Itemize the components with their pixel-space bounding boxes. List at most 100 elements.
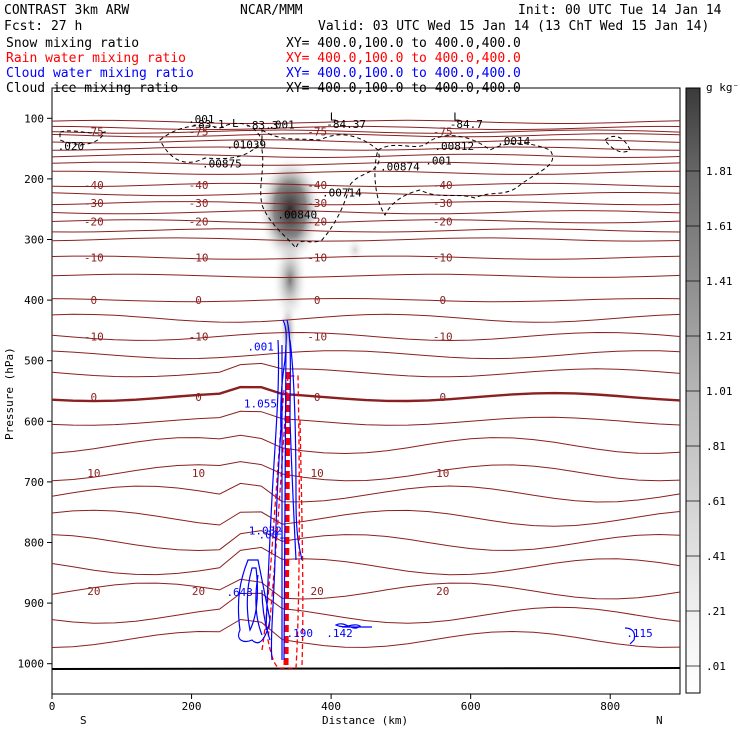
- temperature-contour-label: -10: [84, 252, 104, 265]
- colorbar-tick-label: 1.01: [706, 385, 733, 398]
- y-tick-label: 800: [24, 537, 44, 550]
- contour-annotation: .00875: [202, 157, 242, 170]
- temperature-contour-line: [51, 313, 681, 323]
- forecast-hour: Fcst: 27 h: [4, 19, 82, 34]
- temperature-contour-label: -30: [433, 197, 453, 210]
- x-axis-right-end: N: [656, 714, 663, 727]
- temperature-contour-label: -30: [307, 197, 327, 210]
- temperature-contour-line: [51, 509, 681, 527]
- temperature-contour-label: 20: [192, 585, 205, 598]
- contour-annotation: .00812: [434, 140, 474, 153]
- temperature-contour-label: 0: [314, 391, 321, 404]
- colorbar: g kg⁻¹: [685, 81, 740, 694]
- contour-annotation: 1.032: [249, 525, 282, 538]
- temperature-contour-line: [51, 385, 681, 403]
- temperature-contour-line: [51, 153, 681, 159]
- temperature-contour-label: -20: [307, 215, 327, 228]
- colorbar-tick-label: .41: [706, 550, 726, 563]
- temperature-contour-label: -30: [84, 197, 104, 210]
- contour-annotation: .01039: [226, 139, 266, 152]
- contour-annotation: .190: [286, 627, 313, 640]
- temperature-contour-label: 10: [87, 467, 100, 480]
- temperature-contour-line: [51, 129, 681, 134]
- cloud-water-contours: [237, 319, 636, 661]
- contour-annotation: L: [330, 111, 337, 124]
- contour-annotation: .020: [58, 140, 85, 153]
- temperature-contour-label: -75: [307, 126, 327, 139]
- colorbar-tick-label: 1.41: [706, 275, 733, 288]
- temperature-contour-line: [51, 297, 681, 303]
- temperature-contour-label: -10: [433, 330, 453, 343]
- colorbar-tick-label: .21: [706, 605, 726, 618]
- temperature-contour-line: [51, 237, 681, 242]
- contour-annotation: .001: [268, 119, 295, 132]
- temperature-contour-line: [51, 546, 681, 576]
- temperature-contour-line: [51, 191, 681, 197]
- field-rain-xy: XY= 400.0,100.0 to 400.0,400.0: [286, 51, 521, 66]
- x-axis: 0 200 400 600 800: [49, 694, 620, 713]
- temperature-contour-label: -40: [307, 179, 327, 192]
- field-snow-xy: XY= 400.0,100.0 to 400.0,400.0: [286, 36, 521, 51]
- temperature-contour-label: -20: [433, 215, 453, 228]
- center-label: NCAR/MMM: [240, 3, 303, 18]
- contour-annotation: .142: [326, 627, 353, 640]
- contour-annotations: .001-83.1 L -83.3.001L-84.37L-84.7.020.010…: [58, 111, 653, 640]
- temperature-contour-line: [51, 161, 681, 166]
- temperature-contour-label: 20: [311, 585, 324, 598]
- x-tick-label: 600: [461, 700, 481, 713]
- contour-annotation: .00714: [322, 186, 362, 199]
- contour-annotation: .643: [226, 586, 253, 599]
- temperature-contour-line: [51, 410, 681, 426]
- contour-annotation: -84.37: [326, 118, 366, 131]
- temperature-contour-line: [51, 578, 681, 600]
- colorbar-tick-label: 1.21: [706, 330, 733, 343]
- temperature-contours: -75 -75 -75 -75-40 -40 -40 -40-30 -30 -30 -30-20-…: [51, 119, 681, 648]
- colorbar-tick-label: .01: [706, 660, 726, 673]
- x-tick-label: 0: [49, 700, 56, 713]
- temperature-contour-label: -75: [84, 126, 104, 139]
- temperature-contour-line: [51, 125, 681, 131]
- cloud-ice-contours: [59, 122, 631, 250]
- temperature-contour-label: 0: [439, 391, 446, 404]
- field-snow-name: Snow mixing ratio: [6, 36, 139, 51]
- temperature-contour-label: -10: [307, 252, 327, 265]
- temperature-contour-line: [51, 350, 681, 360]
- valid-time: Valid: 03 UTC Wed 15 Jan 14 (13 ChT Wed …: [318, 19, 709, 34]
- temperature-contour-label: -40: [84, 179, 104, 192]
- rain-core: [283, 371, 291, 669]
- temperature-contour-label: 0: [314, 294, 321, 307]
- init-time: Init: 00 UTC Tue 14 Jan 14: [518, 3, 722, 18]
- y-tick-label: 500: [24, 355, 44, 368]
- contour-annotation: .001: [247, 340, 274, 353]
- temperature-contour-label: -20: [189, 215, 209, 228]
- temperature-contour-line: [51, 255, 681, 260]
- temperature-contour-label: 20: [436, 585, 449, 598]
- temperature-contour-label: -40: [189, 179, 209, 192]
- y-tick-label: 900: [24, 597, 44, 610]
- temperature-contour-label: 0: [439, 294, 446, 307]
- contour-annotation: .00874: [380, 160, 420, 173]
- colorbar-tick-label: .81: [706, 440, 726, 453]
- temperature-contour-line: [51, 592, 681, 624]
- temperature-contour-line: [51, 228, 681, 233]
- temperature-contour-label: 0: [195, 391, 202, 404]
- contour-annotation: L: [232, 117, 239, 130]
- temperature-contour-line: [51, 219, 681, 224]
- plot-frame: [51, 87, 681, 695]
- ground-line: [51, 667, 681, 670]
- temperature-contour-line: [51, 362, 681, 378]
- colorbar-tick-label: 1.81: [706, 165, 733, 178]
- temperature-contour-label: -10: [84, 330, 104, 343]
- temperature-contour-label: 0: [91, 294, 98, 307]
- temperature-contour-label: -40: [433, 179, 453, 192]
- temperature-contour-label: -10: [433, 252, 453, 265]
- y-tick-label: 400: [24, 294, 44, 307]
- contour-annotation: .001: [259, 528, 286, 541]
- x-tick-label: 400: [321, 700, 341, 713]
- temperature-contour-label: -75: [189, 126, 209, 139]
- temperature-contour-line: [51, 182, 681, 188]
- temperature-contour-line: [51, 482, 681, 503]
- temperature-contour-label: -30: [189, 197, 209, 210]
- field-rain-name: Rain water mixing ratio: [6, 51, 186, 66]
- temperature-contour-line: [51, 210, 681, 215]
